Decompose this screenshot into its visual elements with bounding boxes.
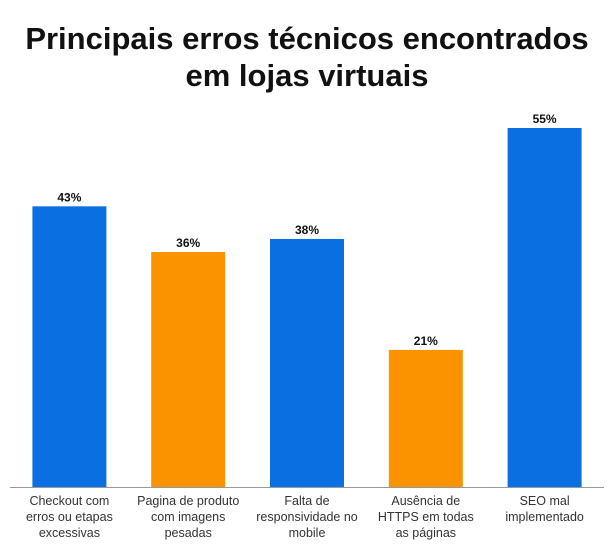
category-label-5: SEO mal implementado xyxy=(505,494,584,524)
category-label-3-line-2: responsividade no xyxy=(256,510,358,524)
category-label-3: Falta de responsividade no mobile xyxy=(256,494,358,540)
category-label-3-line-1: Falta de xyxy=(284,494,329,508)
chart-title-line-2: em lojas virtuais xyxy=(185,58,429,93)
category-label-5-line-2: implementado xyxy=(505,510,584,524)
category-label-4-line-3: as páginas xyxy=(396,526,456,540)
category-label-1-line-2: erros ou etapas xyxy=(26,510,113,524)
category-label-2-line-3: pesadas xyxy=(165,526,212,540)
category-label-2: Pagina de produto com imagens pesadas xyxy=(137,494,239,540)
category-label-4: Ausência de HTTPS em todas as páginas xyxy=(378,494,474,540)
data-label-1: 43% xyxy=(57,190,81,204)
category-label-1-line-3: excessivas xyxy=(39,526,100,540)
bar-1 xyxy=(32,206,107,487)
chart-title: Principais erros técnicos encontrados em… xyxy=(0,20,614,94)
bar-5 xyxy=(507,128,582,487)
data-label-2: 36% xyxy=(176,236,200,250)
data-label-5: 55% xyxy=(533,112,557,126)
category-label-2-line-1: Pagina de produto xyxy=(137,494,239,508)
category-label-3-line-3: mobile xyxy=(289,526,326,540)
data-label-4: 21% xyxy=(414,334,438,348)
category-label-1-line-1: Checkout com xyxy=(29,494,109,508)
category-label-1: Checkout com erros ou etapas excessivas xyxy=(26,494,113,540)
data-label-3: 38% xyxy=(295,223,319,237)
chart-title-line-1: Principais erros técnicos encontrados xyxy=(25,21,589,56)
category-label-5-line-1: SEO mal xyxy=(520,494,570,508)
category-label-4-line-2: HTTPS em todas xyxy=(378,510,474,524)
bar-4 xyxy=(388,349,463,487)
bar-3 xyxy=(270,238,344,487)
bar-2 xyxy=(151,252,226,487)
category-label-2-line-2: com imagens xyxy=(151,510,225,524)
category-label-4-line-1: Ausência de xyxy=(391,494,460,508)
